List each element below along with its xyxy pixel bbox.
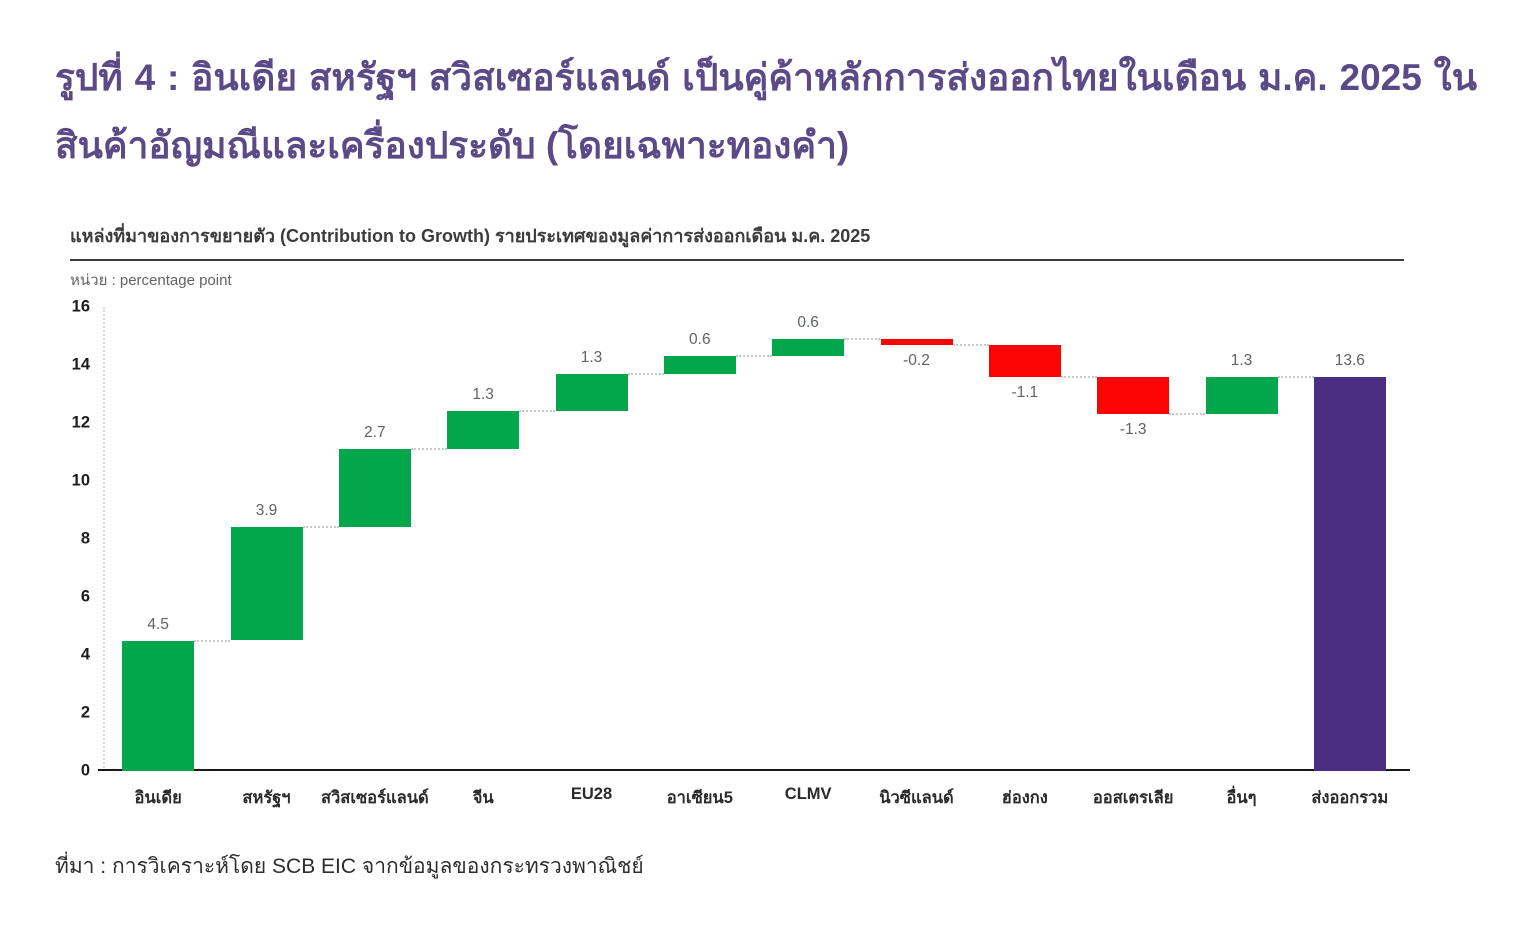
waterfall-bar	[338, 449, 411, 528]
y-tick-label: 0	[80, 761, 90, 780]
bar-value-label: 0.6	[689, 331, 711, 349]
connector-line	[302, 526, 339, 529]
x-category-label: สหรัฐฯ	[242, 789, 291, 807]
y-tick-label: 6	[80, 587, 90, 606]
bar-value-label: -1.1	[1011, 383, 1039, 401]
y-tick-label: 12	[71, 413, 90, 432]
source-note: ที่มา : การวิเคราะห์โดย SCB EIC จากข้อมู…	[55, 855, 644, 878]
waterfall-bar	[880, 338, 953, 345]
bar-value-label: -1.3	[1119, 421, 1147, 439]
bar-value-label: 1.3	[580, 348, 603, 366]
connector-line	[519, 410, 556, 413]
x-category-label: ฮ่องกง	[1001, 789, 1048, 807]
connector-line	[844, 337, 881, 340]
bar-value-label: 0.6	[797, 313, 819, 331]
connector-line	[735, 355, 773, 358]
x-axis-line	[98, 769, 1410, 771]
waterfall-bar	[1097, 376, 1170, 415]
y-tick-label: 4	[80, 645, 90, 664]
x-category-label: ออสเตรเลีย	[1092, 789, 1174, 807]
x-category-label: นิวซีแลนด์	[879, 789, 954, 807]
y-tick-label: 2	[80, 703, 90, 722]
x-category-label: อินเดีย	[134, 789, 182, 807]
connector-line	[1169, 413, 1206, 416]
y-tick-label: 14	[71, 355, 90, 374]
y-axis-line	[103, 307, 105, 771]
y-tick-label: 16	[71, 297, 90, 316]
x-category-label: อาเซียน5	[666, 789, 733, 807]
bar-value-label: 4.5	[147, 615, 169, 633]
waterfall-bar	[1205, 376, 1278, 415]
x-category-label: CLMV	[784, 785, 832, 803]
y-tick-label: 10	[71, 471, 90, 490]
waterfall-bar	[1313, 376, 1386, 771]
waterfall-chart: 0 2 4 6 8 10 12 14 16 4.5 อินเดีย 3.9 สหรัฐฯ 2.7 สวิสเ…	[72, 298, 1410, 807]
waterfall-bar	[555, 373, 628, 412]
connector-line	[194, 639, 231, 642]
unit-label: หน่วย : percentage point	[70, 272, 232, 289]
waterfall-bar	[447, 411, 520, 450]
y-tick-label: 8	[80, 529, 90, 548]
bar-value-label: 1.3	[472, 386, 494, 404]
bar-value-label: 3.9	[255, 502, 278, 520]
waterfall-bar	[122, 640, 195, 771]
x-category-label: ส่งออกรวม	[1311, 789, 1389, 807]
waterfall-bar	[988, 344, 1061, 377]
x-category-label: สวิสเซอร์แลนด์	[320, 789, 429, 807]
waterfall-bar	[772, 338, 845, 357]
bar-value-label: -0.2	[903, 351, 930, 369]
chart-title: แหล่งที่มาของการขยายตัว (Contribution to…	[70, 221, 1404, 261]
chart-header: แหล่งที่มาของการขยายตัว (Contribution to…	[70, 221, 1404, 292]
x-category-label: จีน	[472, 789, 494, 807]
bar-value-label: 13.6	[1334, 351, 1365, 369]
figure-title: รูปที่ 4 : อินเดีย สหรัฐฯ สวิสเซอร์แลนด์…	[55, 57, 1477, 166]
bar-value-label: 1.3	[1230, 351, 1253, 369]
bar-value-label: 2.7	[364, 424, 386, 442]
connector-line	[627, 372, 664, 375]
connector-line	[1277, 375, 1314, 378]
waterfall-bar	[663, 356, 736, 374]
x-category-label: EU28	[570, 785, 613, 803]
connector-line	[1060, 375, 1098, 378]
x-category-label: อื่นๆ	[1226, 789, 1257, 807]
connector-line	[410, 448, 448, 451]
connector-line	[952, 343, 989, 346]
waterfall-bar	[230, 527, 303, 641]
